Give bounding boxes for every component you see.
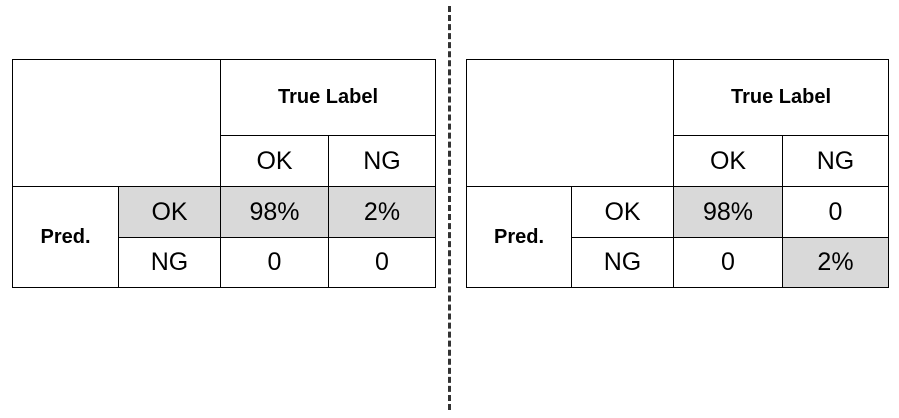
row-label-ng: NG xyxy=(571,237,674,288)
cell-ng-ok: 0 xyxy=(673,237,783,288)
cell-ok-ok: 98% xyxy=(673,186,783,238)
col-header-ok: OK xyxy=(673,135,783,187)
cell-ok-ng: 0 xyxy=(782,186,889,238)
confusion-matrix-left: True Label OK NG Pred. OK 98% 2% NG 0 0 xyxy=(12,59,436,288)
corner-cell xyxy=(12,59,221,187)
cell-ng-ng: 0 xyxy=(328,237,436,288)
corner-cell xyxy=(466,59,674,187)
pred-row-header: Pred. xyxy=(466,186,572,288)
pred-row-header: Pred. xyxy=(12,186,119,288)
col-header-ok: OK xyxy=(220,135,329,187)
true-label-header: True Label xyxy=(220,59,436,136)
row-label-ok: OK xyxy=(571,186,674,238)
row-label-ng: NG xyxy=(118,237,221,288)
col-header-ng: NG xyxy=(782,135,889,187)
cell-ok-ng: 2% xyxy=(328,186,436,238)
row-label-ok: OK xyxy=(118,186,221,238)
cell-ng-ok: 0 xyxy=(220,237,329,288)
col-header-ng: NG xyxy=(328,135,436,187)
cell-ng-ng: 2% xyxy=(782,237,889,288)
cell-ok-ok: 98% xyxy=(220,186,329,238)
dashed-divider xyxy=(448,6,451,410)
true-label-header: True Label xyxy=(673,59,889,136)
confusion-matrix-right: True Label OK NG Pred. OK 98% 0 NG 0 2% xyxy=(466,59,889,288)
